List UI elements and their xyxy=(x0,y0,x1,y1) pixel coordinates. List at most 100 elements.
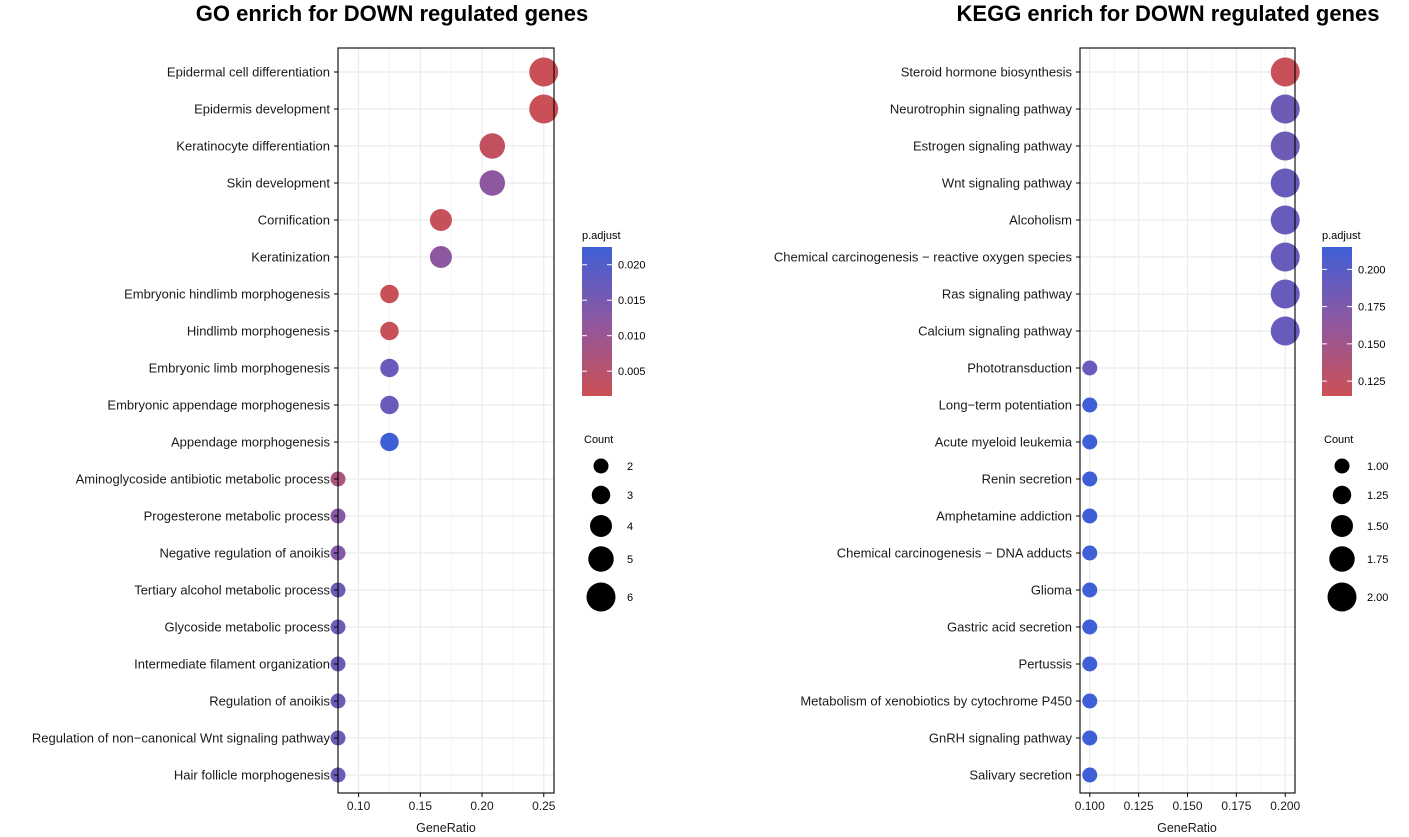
go-legend-size-title: Count xyxy=(584,434,613,446)
kegg-y-axis-labels: Steroid hormone biosynthesis Neurotrophin… xyxy=(774,65,1080,783)
go-size-label: 6 xyxy=(627,592,633,604)
kegg-x-tick-label: 0.125 xyxy=(1124,799,1154,813)
kegg-y-label: Amphetamine addiction xyxy=(936,509,1072,524)
kegg-gridlines xyxy=(1080,48,1295,793)
go-y-label: Intermediate filament organization xyxy=(134,657,330,672)
kegg-y-label: Ras signaling pathway xyxy=(942,287,1073,302)
kegg-size-label: 1.25 xyxy=(1367,490,1388,502)
go-x-tick-label: 0.20 xyxy=(470,799,494,813)
go-y-label: Negative regulation of anoikis xyxy=(159,546,330,561)
go-y-label: Tertiary alcohol metabolic process xyxy=(134,583,330,598)
kegg-y-label: Metabolism of xenobiotics by cytochrome … xyxy=(800,694,1072,709)
kegg-point xyxy=(1270,279,1300,309)
go-size-key xyxy=(593,458,609,474)
kegg-point xyxy=(1082,656,1098,672)
go-x-axis-title: GeneRatio xyxy=(416,821,476,835)
kegg-size-key xyxy=(1334,458,1350,474)
go-point xyxy=(479,170,506,196)
go-point xyxy=(380,395,399,415)
kegg-size-label: 2.00 xyxy=(1367,592,1388,604)
kegg-colorbar-label: 0.150 xyxy=(1358,339,1386,351)
kegg-size-key xyxy=(1329,546,1355,572)
kegg-point xyxy=(1082,619,1098,635)
kegg-point xyxy=(1082,397,1098,413)
kegg-size-legend: 1.00 1.25 1.50 1.75 2.00 xyxy=(1327,458,1388,612)
go-colorbar-ticks: 0.005 0.010 0.015 0.020 xyxy=(582,260,646,378)
kegg-y-label: Steroid hormone biosynthesis xyxy=(901,65,1073,80)
go-points xyxy=(330,57,559,783)
go-y-label: Progesterone metabolic process xyxy=(144,509,331,524)
kegg-point xyxy=(1270,205,1300,235)
go-size-label: 5 xyxy=(627,554,633,566)
kegg-size-label: 1.75 xyxy=(1367,554,1388,566)
kegg-legend-color-title: p.adjust xyxy=(1322,230,1361,242)
go-size-label: 2 xyxy=(627,461,633,473)
go-y-label: Keratinocyte differentiation xyxy=(176,139,330,154)
go-y-label: Epidermis development xyxy=(194,102,330,117)
kegg-colorbar-ticks: 0.125 0.150 0.175 0.200 xyxy=(1322,264,1386,388)
go-y-label: Epidermal cell differentiation xyxy=(167,65,330,80)
go-y-label: Hindlimb morphogenesis xyxy=(187,324,331,339)
kegg-y-label: Alcoholism xyxy=(1009,213,1072,228)
kegg-point xyxy=(1270,131,1300,161)
kegg-y-label: Estrogen signaling pathway xyxy=(913,139,1072,154)
go-plot-border xyxy=(337,47,555,794)
kegg-y-label: Wnt signaling pathway xyxy=(942,176,1073,191)
kegg-size-label: 1.50 xyxy=(1367,521,1388,533)
go-size-key xyxy=(586,582,616,612)
go-gridlines xyxy=(338,48,554,793)
go-y-label: Glycoside metabolic process xyxy=(165,620,331,635)
go-y-label: Aminoglycoside antibiotic metabolic proc… xyxy=(76,472,331,487)
go-y-label: Appendage morphogenesis xyxy=(171,435,331,450)
kegg-point xyxy=(1082,360,1098,376)
go-point xyxy=(529,94,559,124)
go-y-label: Hair follicle morphogenesis xyxy=(174,768,331,783)
go-y-label: Embryonic limb morphogenesis xyxy=(149,361,331,376)
go-colorbar-label: 0.015 xyxy=(618,295,646,307)
kegg-y-label: Glioma xyxy=(1031,583,1073,598)
go-point xyxy=(529,57,559,87)
go-y-label: Embryonic hindlimb morphogenesis xyxy=(124,287,330,302)
go-x-tick-label: 0.10 xyxy=(347,799,371,813)
go-size-key xyxy=(588,546,614,572)
kegg-chart-title: KEGG enrich for DOWN regulated genes xyxy=(957,1,1380,26)
kegg-size-key xyxy=(1332,485,1352,505)
go-legend: p.adjust 0.005 0.010 0.015 0.020 Count 2 3 4 5… xyxy=(582,230,646,612)
kegg-point xyxy=(1082,471,1098,487)
go-point xyxy=(479,133,506,159)
go-panel: GO enrich for DOWN regulated genes Epide… xyxy=(32,1,646,835)
go-size-key xyxy=(590,515,612,537)
kegg-y-label: Chemical carcinogenesis − reactive oxyge… xyxy=(774,250,1073,265)
kegg-colorbar-label: 0.200 xyxy=(1358,264,1386,276)
go-y-label: Keratinization xyxy=(251,250,330,265)
kegg-x-axis-ticks: 0.100 0.125 0.150 0.175 0.200 xyxy=(1075,793,1301,813)
kegg-legend-colorbar xyxy=(1322,247,1352,396)
kegg-size-key xyxy=(1331,515,1353,537)
kegg-point xyxy=(1270,168,1300,198)
kegg-panel: KEGG enrich for DOWN regulated genes Ste… xyxy=(774,1,1389,835)
kegg-x-tick-label: 0.175 xyxy=(1221,799,1251,813)
kegg-y-label: Pertussis xyxy=(1019,657,1073,672)
kegg-point xyxy=(1082,508,1098,524)
kegg-point xyxy=(1270,242,1300,272)
kegg-points xyxy=(1082,57,1300,783)
kegg-x-tick-label: 0.150 xyxy=(1172,799,1202,813)
kegg-point xyxy=(1082,582,1098,598)
go-size-legend: 2 3 4 5 6 xyxy=(586,458,633,612)
kegg-legend-size-title: Count xyxy=(1324,434,1353,446)
go-y-label: Regulation of anoikis xyxy=(209,694,330,709)
kegg-x-tick-label: 0.100 xyxy=(1075,799,1105,813)
kegg-point xyxy=(1270,57,1300,87)
go-chart-title: GO enrich for DOWN regulated genes xyxy=(196,1,588,26)
kegg-y-label: Gastric acid secretion xyxy=(947,620,1072,635)
kegg-point xyxy=(1270,94,1300,124)
kegg-y-label: Phototransduction xyxy=(967,361,1072,376)
kegg-point xyxy=(1082,767,1098,783)
kegg-y-label: Calcium signaling pathway xyxy=(918,324,1072,339)
kegg-point xyxy=(1082,693,1098,709)
go-y-label: Embryonic appendage morphogenesis xyxy=(107,398,330,413)
kegg-y-label: GnRH signaling pathway xyxy=(929,731,1073,746)
go-x-tick-label: 0.25 xyxy=(532,799,556,813)
kegg-y-label: Chemical carcinogenesis − DNA adducts xyxy=(837,546,1073,561)
go-x-axis-ticks: 0.10 0.15 0.20 0.25 xyxy=(347,793,556,813)
